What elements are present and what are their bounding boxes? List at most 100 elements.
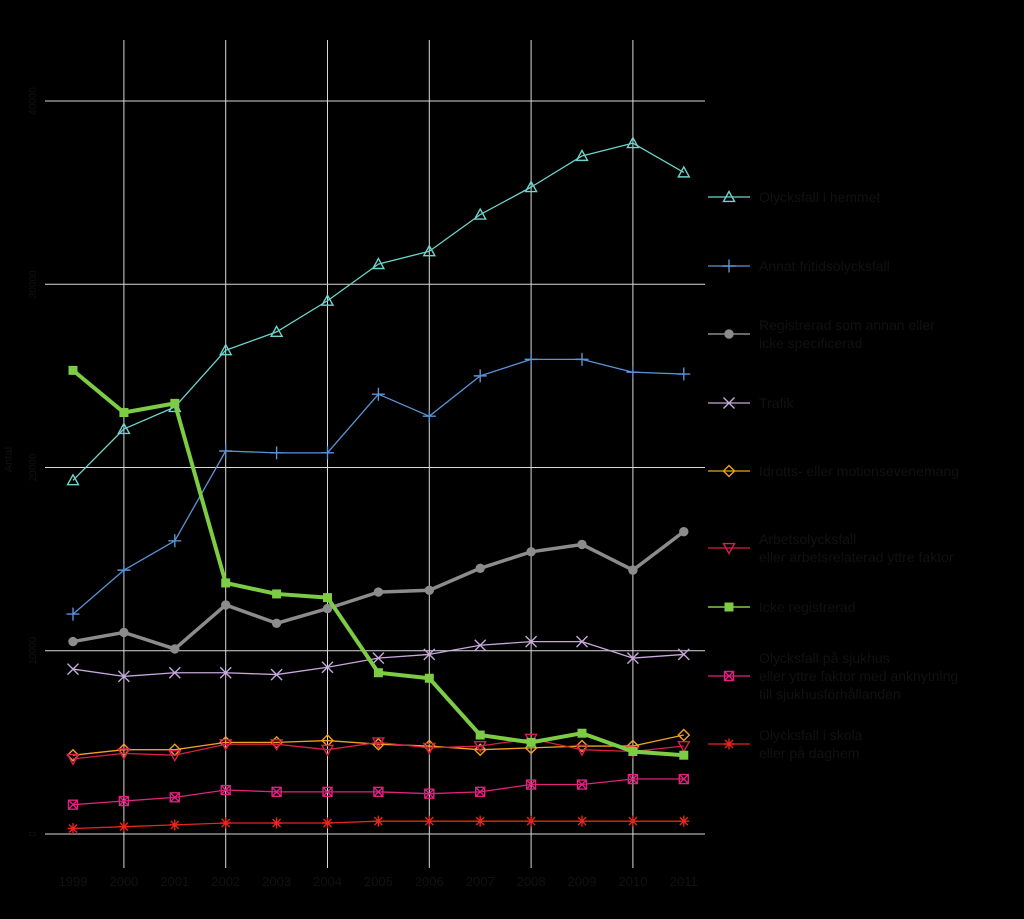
- data-point: [422, 244, 436, 257]
- data-point: [525, 815, 537, 827]
- data-point: [423, 815, 435, 827]
- data-point: [526, 547, 536, 557]
- data-point: [525, 635, 538, 648]
- data-point: [220, 817, 232, 829]
- legend-item: Olycksfall i hemmet: [708, 189, 880, 205]
- x-tick-label: 2004: [313, 874, 342, 889]
- data-point: [117, 743, 131, 757]
- x-tick-label: 2000: [109, 874, 138, 889]
- x-tick-label: 2009: [568, 874, 597, 889]
- data-point: [322, 786, 333, 798]
- data-point: [220, 784, 231, 796]
- data-point: [626, 136, 640, 149]
- legend-label: eller yttre faktor med anknytning: [759, 668, 958, 684]
- legend-item: Arbetsolycksfall eller arbetsrelaterad yt…: [708, 531, 954, 565]
- data-point: [373, 668, 383, 678]
- legend-marker: [723, 397, 735, 409]
- data-point: [679, 750, 689, 760]
- legend-label: Olycksfall i hemmet: [759, 189, 880, 205]
- series-8: [67, 815, 690, 835]
- series-line: [71, 368, 684, 758]
- data-point: [575, 739, 589, 753]
- legend-label: Arbetsolycksfall: [759, 531, 856, 547]
- legend-item: Annat fritidsolycksfall: [708, 258, 890, 274]
- data-point: [628, 565, 638, 575]
- data-point: [575, 352, 589, 366]
- data-point: [575, 744, 589, 757]
- data-point: [626, 652, 639, 665]
- data-point: [170, 398, 180, 408]
- data-point: [474, 639, 487, 652]
- legend-item: Olycksfall i skola eller på daghem: [708, 727, 863, 761]
- data-point: [679, 526, 689, 537]
- axes: 0 10000 20000 30000 40000 Antal 1999 2000 2001 20…: [3, 87, 698, 889]
- data-point: [474, 815, 486, 827]
- data-point: [168, 666, 181, 679]
- data-point: [271, 786, 282, 798]
- legend-marker: [722, 259, 736, 273]
- data-point: [271, 618, 282, 628]
- x-tick-label: 1999: [59, 874, 88, 889]
- legend-label: icke specificerad: [759, 335, 863, 351]
- data-point: [677, 740, 691, 753]
- data-point: [271, 817, 283, 829]
- data-point: [119, 408, 129, 418]
- data-point: [323, 593, 332, 603]
- series-1: [66, 352, 691, 621]
- legend-label: Registrerad som annan eller: [759, 317, 935, 333]
- x-tick-label: 2011: [670, 874, 698, 889]
- data-point: [576, 779, 588, 790]
- data-point: [66, 473, 80, 486]
- legend-label: Idrotts- eller motionsevenemang: [759, 463, 959, 479]
- y-tick-label: 30000: [28, 270, 39, 298]
- data-point: [373, 587, 384, 597]
- data-point: [372, 652, 385, 665]
- data-point: [422, 742, 436, 755]
- data-point: [627, 815, 639, 827]
- data-point: [219, 735, 233, 749]
- data-point: [475, 563, 485, 573]
- data-point: [577, 539, 587, 550]
- data-point: [423, 648, 436, 661]
- x-tick-label: 2006: [415, 874, 444, 889]
- data-point: [321, 734, 334, 748]
- series-line: [72, 142, 685, 481]
- data-point: [270, 446, 284, 460]
- series-7: [67, 773, 689, 810]
- legend-marker: [724, 329, 734, 339]
- data-point: [118, 795, 130, 807]
- data-point: [677, 728, 691, 742]
- data-point: [270, 735, 284, 749]
- data-point: [68, 365, 78, 375]
- legend-label: Annat fritidsolycksfall: [759, 258, 890, 274]
- data-point: [678, 815, 690, 827]
- data-point: [118, 821, 130, 833]
- data-point: [168, 750, 182, 763]
- data-point: [524, 352, 538, 366]
- series-line: [72, 738, 684, 760]
- series-3: [67, 635, 690, 683]
- data-point: [424, 788, 435, 799]
- data-point: [219, 739, 233, 752]
- x-tick-label: 2005: [364, 874, 393, 889]
- data-point: [626, 365, 640, 379]
- legend-label: Trafik: [759, 395, 794, 411]
- legend-label: eller på daghem: [759, 745, 859, 761]
- grid: [45, 40, 705, 868]
- data-point: [322, 603, 333, 614]
- data-point: [473, 743, 487, 757]
- legend-label: Olycksfall på sjukhus: [759, 650, 890, 666]
- data-point: [66, 753, 80, 766]
- data-point: [170, 644, 180, 654]
- data-point: [422, 739, 436, 753]
- data-point: [117, 748, 131, 761]
- data-point: [321, 661, 334, 674]
- data-point: [219, 666, 232, 679]
- data-point: [372, 815, 384, 827]
- data-point: [219, 444, 233, 458]
- legend-label: eller arbetsrelaterad yttre faktor: [759, 549, 954, 565]
- data-point: [473, 369, 487, 383]
- series-6: [68, 365, 689, 760]
- legend-item: Trafik: [708, 395, 794, 411]
- x-tick-label: 2007: [466, 874, 495, 889]
